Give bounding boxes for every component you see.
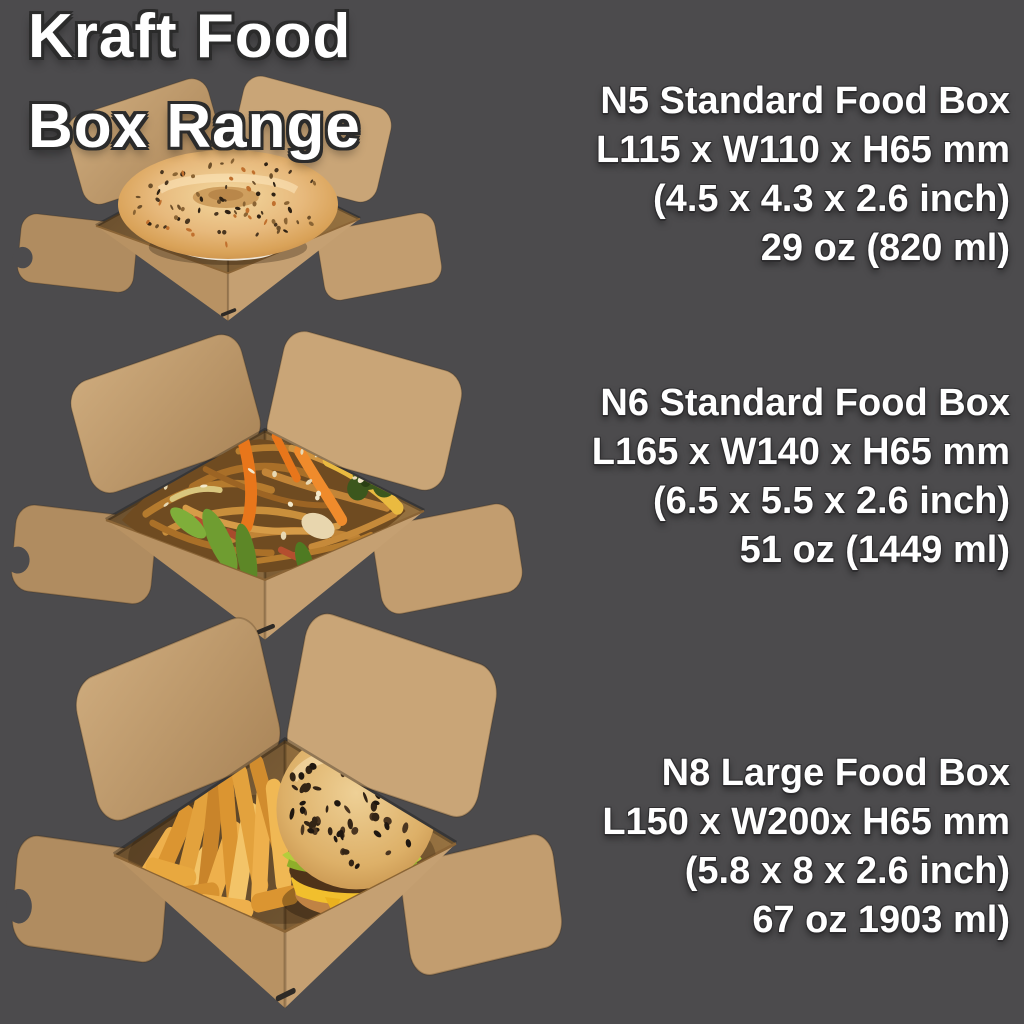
n8-spec-block: N8 Large Food Box L150 x W200x H65 mm (5… [602,749,1010,945]
poster-title: Kraft Food Box Range [28,0,361,172]
n8-food-box-image [6,612,563,1008]
burger-and-fries-image [119,740,437,932]
product-dimensions-inch: (6.5 x 5.5 x 2.6 inch) [653,480,1010,522]
product-capacity: 67 oz 1903 ml) [752,899,1010,941]
poster-title-line1: Kraft Food [28,2,352,71]
product-dimensions-mm: L150 x W200x H65 mm [602,801,1010,843]
n5-food-box-image [12,75,443,321]
bagel-sandwich-image [118,149,338,265]
product-capacity: 29 oz (820 ml) [760,227,1010,269]
n6-spec-block: N6 Standard Food Box L165 x W140 x H65 m… [592,379,1010,575]
poster-title-line2: Box Range [28,92,361,161]
n6-food-box-image [5,330,523,640]
n5-spec-block: N5 Standard Food Box L115 x W110 x H65 m… [596,77,1010,273]
product-dimensions-mm: L115 x W110 x H65 mm [595,129,1010,171]
product-dimensions-mm: L165 x W140 x H65 mm [591,431,1010,473]
product-name: N5 Standard Food Box [600,80,1010,122]
product-name: N6 Standard Food Box [600,382,1010,424]
product-name: N8 Large Food Box [661,752,1010,794]
product-dimensions-inch: (4.5 x 4.3 x 2.6 inch) [653,178,1010,220]
product-capacity: 51 oz (1449 ml) [739,529,1010,571]
product-dimensions-inch: (5.8 x 8 x 2.6 inch) [684,850,1010,892]
